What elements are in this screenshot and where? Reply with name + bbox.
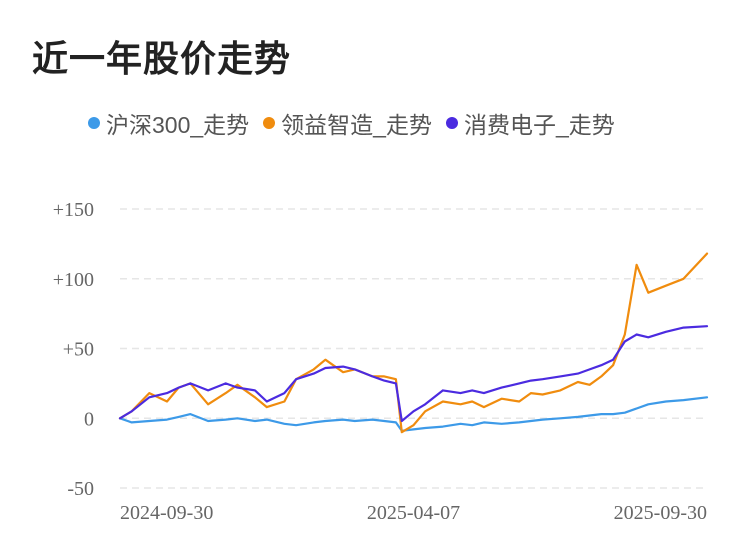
legend-item-hs300[interactable]: 沪深300_走势 [88, 106, 249, 140]
legend-label-lingyi: 领益智造_走势 [281, 112, 432, 138]
legend-marker-lingyi [263, 117, 276, 129]
legend-label-hs300: 沪深300_走势 [106, 112, 250, 138]
series-line-1 [118, 252, 709, 434]
series-line-0 [118, 396, 709, 432]
y-tick-label: +150 [53, 199, 94, 221]
legend-item-consumer-electronics[interactable]: 消费电子_走势 [445, 106, 615, 140]
legend-label-consumer-electronics: 消费电子_走势 [463, 112, 615, 138]
series-line-2 [118, 325, 709, 423]
y-tick-label: +50 [63, 339, 94, 361]
x-tick-label: 2025-04-07 [367, 502, 460, 524]
chart-title: 近一年股价走势 [32, 38, 292, 79]
y-tick-label: 0 [84, 408, 94, 430]
x-tick-label: 2025-09-30 [614, 502, 707, 524]
legend-marker-hs300 [88, 117, 100, 129]
x-tick-label: 2024-09-30 [120, 502, 213, 524]
legend-item-lingyi[interactable]: 领益智造_走势 [263, 106, 432, 140]
y-tick-label: +100 [53, 269, 94, 291]
chart-legend: 沪深300_走势 领益智造_走势 消费电子_走势 [88, 106, 629, 140]
y-tick-label: -50 [67, 478, 94, 500]
legend-marker-consumer-electronics [445, 117, 458, 129]
